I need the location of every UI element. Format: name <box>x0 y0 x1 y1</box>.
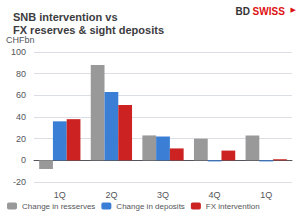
svg-text:BD: BD <box>236 6 250 17</box>
svg-text:▶: ▶ <box>291 6 297 13</box>
svg-text:-20: -20 <box>13 177 26 187</box>
svg-text:0: 0 <box>21 155 26 165</box>
svg-text:20: 20 <box>16 134 26 144</box>
svg-text:3Q: 3Q <box>157 190 169 200</box>
svg-text:SNB intervention vs: SNB intervention vs <box>13 11 118 23</box>
svg-text:40: 40 <box>16 112 26 122</box>
svg-text:Change in resserves: Change in resserves <box>22 202 95 211</box>
svg-text:1Q: 1Q <box>260 190 272 200</box>
svg-text:FX intervention: FX intervention <box>206 202 260 211</box>
svg-text:100: 100 <box>11 47 26 57</box>
svg-text:60: 60 <box>16 90 26 100</box>
svg-text:FX reserves & sight deposits: FX reserves & sight deposits <box>13 24 164 36</box>
svg-text:SWISS: SWISS <box>253 6 286 17</box>
svg-text:CHFbn: CHFbn <box>6 35 35 45</box>
svg-text:80: 80 <box>16 69 26 79</box>
svg-text:4Q: 4Q <box>209 190 221 200</box>
svg-text:1Q: 1Q <box>54 190 66 200</box>
svg-text:Change in deposits: Change in deposits <box>116 202 184 211</box>
svg-text:2Q: 2Q <box>105 190 117 200</box>
